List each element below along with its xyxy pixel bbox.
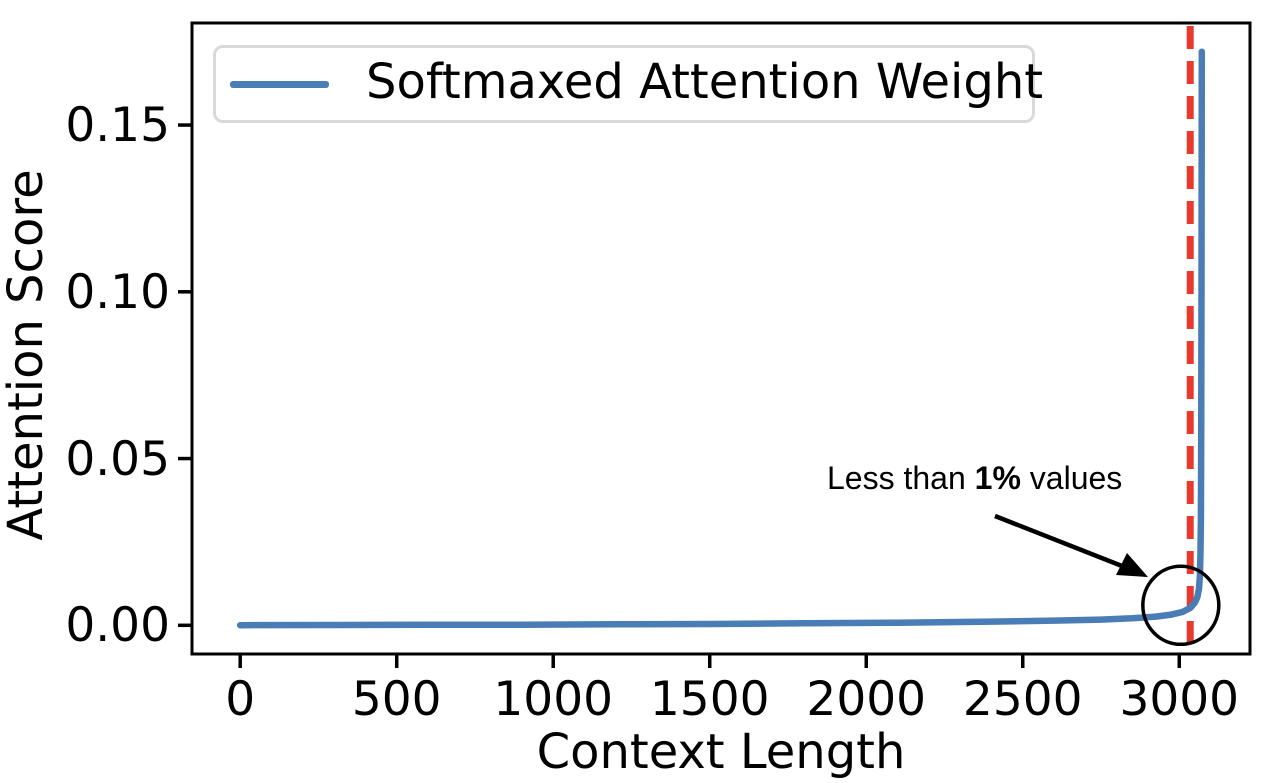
x-tick-label-2000: 2000 — [806, 672, 927, 727]
x-tick-label-2500: 2500 — [962, 672, 1083, 727]
x-tick-label-1500: 1500 — [649, 672, 770, 727]
x-tick-label-3000: 3000 — [1119, 672, 1240, 727]
y-tick-label-0.05: 0.05 — [65, 431, 170, 487]
annotation-arrow-shaft — [994, 513, 1123, 569]
legend: Softmaxed Attention Weight — [213, 45, 1043, 123]
annotation-text-bold: 1% — [974, 460, 1021, 496]
legend-entry-label: Softmaxed Attention Weight — [366, 54, 1044, 110]
legend-line-swatch — [230, 80, 329, 88]
annotation-circle — [1141, 564, 1221, 647]
x-axis-label: Context Length — [536, 724, 906, 780]
y-tick-label-0.00: 0.00 — [65, 598, 170, 654]
y-axis-label: Attention Score — [0, 169, 54, 541]
x-tick-label-500: 500 — [351, 672, 442, 727]
x-tick-label-0: 0 — [225, 672, 256, 727]
y-tick-label-0.10: 0.10 — [65, 264, 170, 320]
y-tick-label-0.15: 0.15 — [65, 98, 170, 154]
x-tick-label-1000: 1000 — [493, 672, 614, 727]
attention-curve — [236, 48, 1206, 629]
annotation-text-suffix: values — [1020, 460, 1123, 496]
annotation-text-prefix: Less than — [827, 460, 975, 496]
annotation-text: Less than 1% values — [827, 460, 1123, 496]
plot-frame — [190, 21, 1252, 656]
annotation-arrow-head — [1116, 553, 1148, 577]
